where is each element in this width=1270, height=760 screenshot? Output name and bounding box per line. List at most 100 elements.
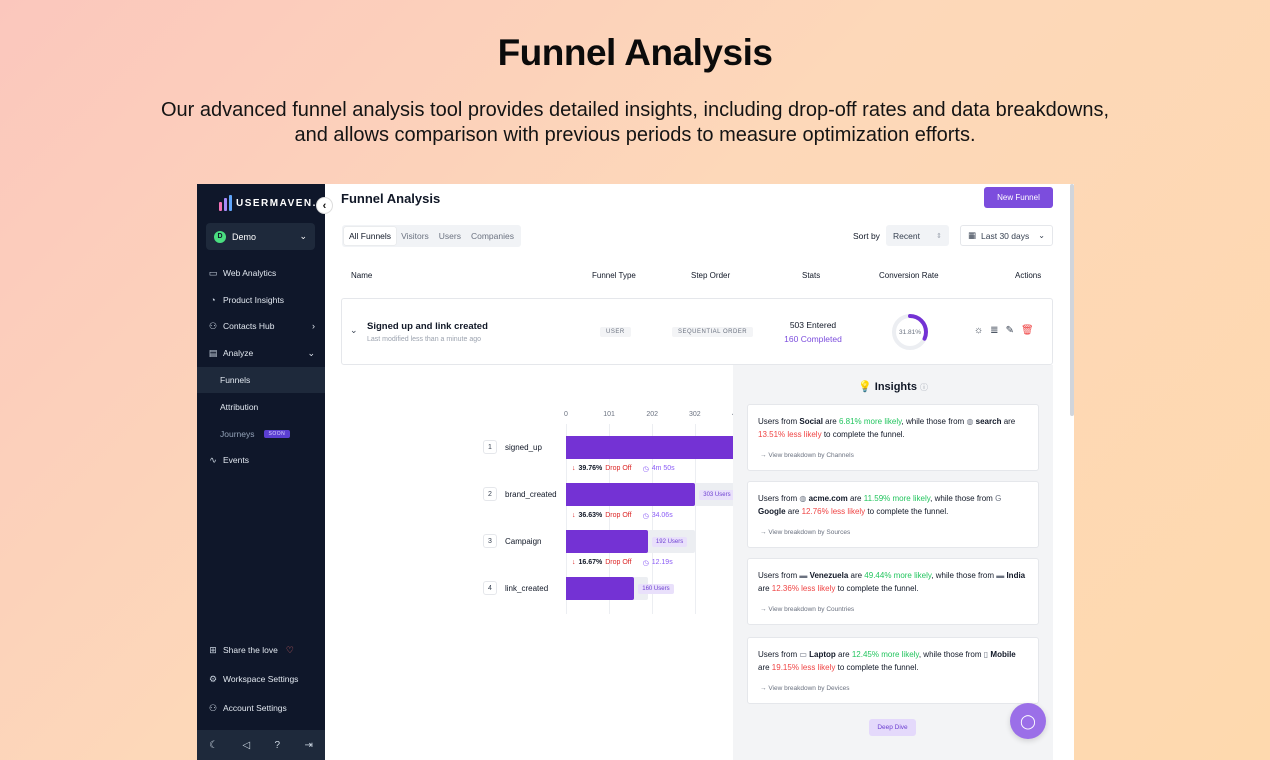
step-number: 1 [483, 440, 497, 454]
dropoff-time: 34.06s [651, 512, 673, 519]
new-funnel-button[interactable]: New Funnel [984, 187, 1053, 208]
view-breakdown-label: View breakdown by Countries [768, 606, 855, 613]
sidebar-item-web-analytics[interactable]: ▭ Web Analytics [197, 260, 325, 286]
deep-dive-button[interactable]: Deep Dive [869, 719, 916, 736]
step-bar[interactable] [566, 483, 696, 506]
step-name: brand_created [505, 490, 557, 499]
edit-icon[interactable]: ✎ [1005, 325, 1014, 336]
tab-all-funnels[interactable]: All Funnels [344, 227, 397, 245]
axis-tick-label: 0 [564, 411, 568, 418]
sidebar-item-account-settings[interactable]: ⚇ Account Settings [197, 695, 325, 721]
globe-icon: ◍ [964, 417, 976, 426]
insight-positive-stat: 6.81% more likely [838, 417, 902, 426]
collapse-sidebar-button[interactable]: ‹ [316, 197, 333, 214]
sidebar-item-share-the-love[interactable]: ⊞ Share the love ♡ [197, 637, 325, 663]
help-icon[interactable]: ? [274, 739, 281, 751]
column-header-stats: Stats [802, 271, 821, 280]
grid-line [566, 424, 567, 614]
insight-post: to complete the funnel. [867, 507, 949, 516]
insight-positive-stat: 12.45% more likely [851, 650, 919, 659]
sidebar-item-funnels[interactable]: Funnels [197, 367, 325, 393]
row-actions: ☼ ≣ ✎ 🗑 [974, 325, 1034, 336]
insight-post: to complete the funnel. [837, 663, 919, 672]
axis-tick-label: 302 [688, 411, 701, 418]
logo[interactable]: USERMAVEN. [219, 195, 317, 211]
sidebar-item-journeys[interactable]: Journeys SOON [197, 421, 325, 447]
step-users-label: 192 Users [651, 537, 688, 547]
step-users-label: 160 Users [638, 584, 674, 594]
view-breakdown-link[interactable]: → View breakdown by Countries [760, 606, 855, 613]
tab-visitors[interactable]: Visitors [401, 231, 429, 241]
sidebar-item-label: Workspace Settings [223, 674, 299, 684]
step-bar[interactable] [566, 436, 781, 459]
stats-completed[interactable]: 160 Completed [784, 334, 842, 344]
sidebar-item-contacts-hub[interactable]: ⚇ Contacts Hub › [197, 313, 325, 339]
column-header-funnel-type: Funnel Type [592, 271, 636, 280]
lightbulb-icon[interactable]: ☼ [974, 325, 984, 336]
insight-pre: Users from [758, 650, 798, 659]
sort-label: Sort by [853, 231, 880, 241]
breakdown-icon[interactable]: ≣ [990, 325, 999, 336]
sidebar-item-attribution[interactable]: Attribution [197, 394, 325, 420]
sidebar-item-workspace-settings[interactable]: ⚙ Workspace Settings [197, 666, 325, 692]
sidebar-item-label: Product Insights [223, 295, 284, 305]
megaphone-icon[interactable]: ◁ [242, 739, 251, 751]
sort-value: Recent [893, 230, 920, 241]
dropoff-row: ↓ 16.67% Drop Off ◷ 12.19s [572, 559, 673, 567]
trash-icon[interactable]: 🗑 [1020, 325, 1034, 336]
funnel-tabs: All Funnels Visitors Users Companies [342, 225, 521, 247]
chevron-down-icon[interactable]: ⌄ [350, 325, 358, 335]
google-icon: G [992, 494, 1002, 503]
insight-segment-b: Google [758, 507, 786, 516]
workspace-selector[interactable]: D Demo ⌄ [206, 223, 315, 250]
info-icon[interactable]: ⓘ [920, 383, 928, 392]
dropoff-row: ↓ 36.63% Drop Off ◷ 34.06s [572, 512, 673, 520]
step-number: 4 [483, 581, 497, 595]
dropoff-percent: 36.63% [578, 512, 603, 519]
conversion-donut [892, 314, 928, 350]
view-breakdown-label: View breakdown by Channels [768, 452, 854, 459]
sidebar-item-label: Journeys [220, 429, 255, 439]
sort-select[interactable]: Recent ⇕ [886, 225, 949, 246]
tab-companies[interactable]: Companies [470, 231, 514, 241]
mobile-icon: ▯ [981, 650, 991, 659]
sidebar-item-label: Contacts Hub [223, 321, 275, 331]
tab-users[interactable]: Users [438, 231, 461, 241]
moon-icon[interactable]: ☾ [209, 739, 219, 751]
view-breakdown-link[interactable]: → View breakdown by Sources [760, 529, 851, 536]
chat-button[interactable]: ◯ [1010, 703, 1046, 739]
sidebar-item-events[interactable]: ∿ Events [197, 447, 325, 473]
dropoff-row: ↓ 39.76% Drop Off ◷ 4m 50s [572, 465, 675, 473]
step-number: 3 [483, 534, 497, 548]
arrow-down-icon: ↓ [572, 559, 576, 566]
table-row[interactable]: ⌄ Signed up and link created Last modifi… [341, 298, 1053, 365]
chart-icon: ▤ [208, 347, 218, 358]
dropoff-label: Drop Off [605, 559, 632, 566]
insight-post: to complete the funnel. [823, 430, 905, 439]
insights-title: 💡 Insights ⓘ [733, 380, 1053, 393]
hero-title: Funnel Analysis [497, 32, 773, 73]
insight-segment-b: India [1006, 571, 1026, 580]
logo-icon [219, 195, 232, 211]
view-breakdown-link[interactable]: → View breakdown by Channels [760, 452, 854, 459]
step-bar[interactable] [566, 530, 648, 553]
step-bar[interactable] [566, 577, 635, 600]
insight-mid: are [787, 507, 800, 516]
sidebar-item-label: Events [223, 455, 249, 465]
dropoff-time: 4m 50s [651, 465, 675, 472]
insight-mid: are [849, 494, 862, 503]
sidebar-item-analyze[interactable]: ▤ Analyze ⌄ [197, 340, 325, 366]
pie-chart-icon: ◔ [210, 295, 216, 305]
laptop-icon: ▭ [797, 650, 810, 659]
scrollbar[interactable] [1070, 184, 1074, 416]
sidebar-item-product-insights[interactable]: ◔ Product Insights [197, 287, 325, 313]
chevron-right-icon: › [312, 321, 315, 331]
sidebar-item-label: Analyze [223, 348, 254, 358]
view-breakdown-link[interactable]: → View breakdown by Devices [760, 685, 850, 692]
monitor-icon: ▭ [208, 267, 218, 278]
main-content: Funnel Analysis New Funnel All Funnels V… [325, 184, 1074, 760]
clock-icon: ◷ [642, 513, 649, 520]
insight-mid: are [825, 417, 837, 426]
logout-icon[interactable]: ⇥ [304, 739, 313, 751]
date-range-picker[interactable]: ▦ Last 30 days ⌄ [960, 225, 1053, 246]
